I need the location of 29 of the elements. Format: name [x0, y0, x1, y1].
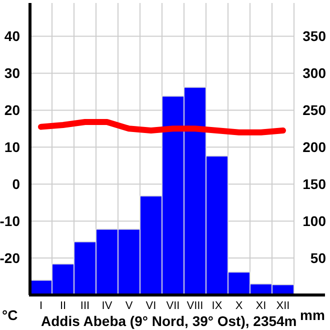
- x-tick-label: XI: [256, 300, 266, 312]
- y2-tick-label: 150: [302, 176, 326, 192]
- x-tick-label: VIII: [186, 300, 204, 312]
- x-tick-label: I: [39, 300, 43, 312]
- y2-tick-label: 50: [310, 250, 326, 266]
- y-tick-label: -10: [0, 212, 20, 229]
- y2-tick-label: 200: [302, 139, 326, 156]
- x-tick-label: IV: [102, 300, 113, 312]
- x-tick-label: III: [80, 300, 90, 312]
- x-tick-label: V: [125, 300, 134, 312]
- y2-axis-title: mm: [300, 307, 325, 323]
- y-tick-label: 10: [4, 139, 20, 156]
- y-tick-label: 30: [4, 65, 20, 82]
- y2-tick-label: 250: [302, 102, 326, 118]
- y-tick-label: 0: [12, 176, 20, 192]
- y-tick-label: 40: [4, 28, 20, 44]
- y-tick-label: -20: [0, 250, 20, 266]
- x-tick-label: IX: [212, 300, 223, 312]
- x-tick-label: VI: [146, 300, 156, 312]
- x-tick-label: XII: [276, 300, 290, 312]
- text: Addis Abeba (9° Nord, 39° Ost), 2354m: [41, 313, 297, 329]
- x-tick-label: X: [235, 300, 244, 312]
- x-tick-label: II: [60, 300, 66, 312]
- y-tick-label: 20: [4, 102, 20, 118]
- y2-tick-label: 300: [302, 65, 326, 82]
- y2-tick-label: 350: [302, 28, 326, 44]
- x-tick-label: VII: [166, 300, 180, 312]
- y-axis-title: °C: [2, 307, 18, 323]
- y2-tick-label: 100: [302, 212, 326, 229]
